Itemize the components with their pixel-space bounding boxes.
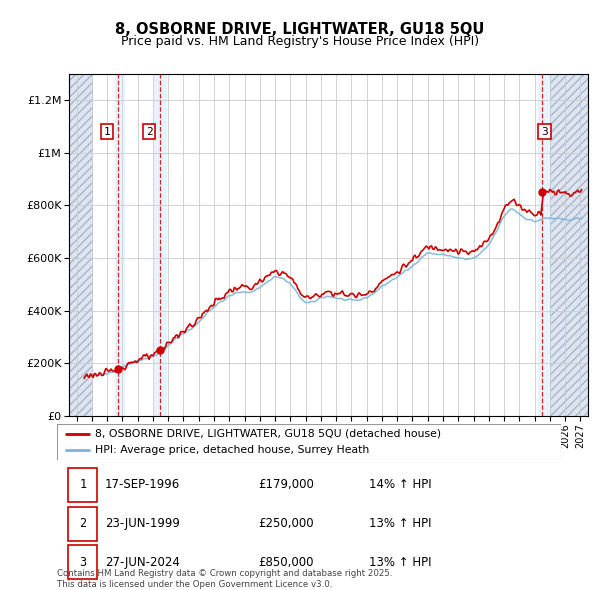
Text: £250,000: £250,000 xyxy=(259,517,314,530)
Text: 17-SEP-1996: 17-SEP-1996 xyxy=(105,478,180,491)
Text: Price paid vs. HM Land Registry's House Price Index (HPI): Price paid vs. HM Land Registry's House … xyxy=(121,35,479,48)
Bar xyxy=(115,74,125,416)
Text: 1: 1 xyxy=(79,478,86,491)
Text: 3: 3 xyxy=(79,556,86,569)
Text: £179,000: £179,000 xyxy=(259,478,314,491)
Text: 23-JUN-1999: 23-JUN-1999 xyxy=(105,517,180,530)
Text: 8, OSBORNE DRIVE, LIGHTWATER, GU18 5QU (detached house): 8, OSBORNE DRIVE, LIGHTWATER, GU18 5QU (… xyxy=(95,429,441,439)
Text: 2: 2 xyxy=(146,127,152,137)
Text: 13% ↑ HPI: 13% ↑ HPI xyxy=(370,556,432,569)
FancyBboxPatch shape xyxy=(68,545,97,579)
FancyBboxPatch shape xyxy=(57,424,561,460)
Text: 3: 3 xyxy=(541,127,548,137)
FancyBboxPatch shape xyxy=(68,507,97,540)
Text: £850,000: £850,000 xyxy=(259,556,314,569)
Text: Contains HM Land Registry data © Crown copyright and database right 2025.
This d: Contains HM Land Registry data © Crown c… xyxy=(57,569,392,589)
Text: 27-JUN-2024: 27-JUN-2024 xyxy=(105,556,180,569)
Bar xyxy=(69,74,92,416)
Bar xyxy=(538,74,550,416)
Text: 14% ↑ HPI: 14% ↑ HPI xyxy=(370,478,432,491)
Text: 1: 1 xyxy=(104,127,110,137)
Bar xyxy=(154,74,167,416)
FancyBboxPatch shape xyxy=(68,468,97,502)
Text: 2: 2 xyxy=(79,517,86,530)
Text: HPI: Average price, detached house, Surrey Heath: HPI: Average price, detached house, Surr… xyxy=(95,445,369,455)
Text: 13% ↑ HPI: 13% ↑ HPI xyxy=(370,517,432,530)
Text: 8, OSBORNE DRIVE, LIGHTWATER, GU18 5QU: 8, OSBORNE DRIVE, LIGHTWATER, GU18 5QU xyxy=(115,22,485,37)
Bar xyxy=(550,74,588,416)
